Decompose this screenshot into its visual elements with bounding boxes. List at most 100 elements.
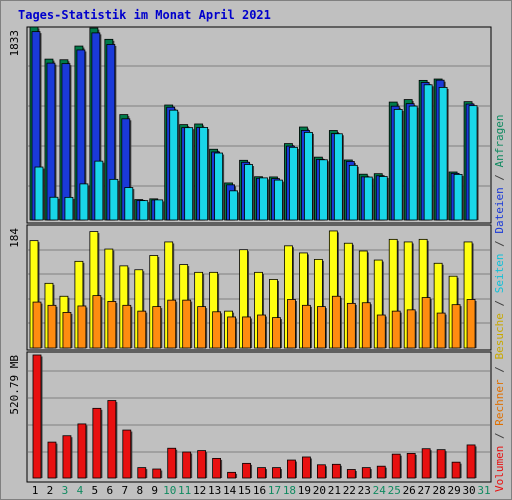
- legend-part: Dateien: [493, 187, 506, 233]
- bar-rechner: [331, 295, 341, 349]
- panel-bottom: 520.79 MB: [8, 351, 492, 483]
- bar-seiten: [169, 109, 179, 221]
- bar-seiten: [79, 183, 89, 221]
- bar-rechner: [92, 295, 102, 349]
- legend-part: Besuche: [493, 313, 506, 359]
- bar-rechner: [316, 306, 326, 349]
- bar-volumen: [346, 469, 356, 479]
- bar-seiten: [184, 127, 194, 221]
- bar-rechner: [242, 316, 251, 349]
- bar-seiten: [363, 176, 373, 221]
- bar-dateien: [61, 63, 71, 221]
- day-label: 5: [92, 484, 99, 497]
- day-label: 20: [313, 484, 326, 497]
- bar-seiten: [393, 109, 403, 221]
- bar-seiten: [49, 196, 59, 221]
- chart-title: Tages-Statistik im Monat April 2021: [18, 8, 271, 22]
- day-label: 29: [447, 484, 460, 497]
- day-label: 6: [107, 484, 114, 497]
- day-label: 27: [418, 484, 431, 497]
- day-label: 21: [328, 484, 341, 497]
- bar-volumen: [107, 400, 117, 479]
- bar-dateien: [46, 62, 56, 221]
- day-label: 26: [403, 484, 416, 497]
- y-axis-label: 184: [8, 228, 21, 248]
- day-label: 28: [433, 484, 446, 497]
- bar-rechner: [376, 314, 386, 349]
- bar-rechner: [197, 306, 207, 349]
- day-label: 23: [358, 484, 371, 497]
- y-axis-label: 520.79 MB: [8, 355, 21, 415]
- bar-seiten: [318, 159, 328, 221]
- bar-volumen: [227, 471, 236, 479]
- day-label: 4: [77, 484, 84, 497]
- bar-rechner: [227, 316, 236, 349]
- bar-seiten: [408, 105, 418, 221]
- bar-rechner: [107, 301, 117, 349]
- bar-volumen: [92, 407, 102, 479]
- bar-rechner: [361, 302, 371, 349]
- bar-rechner: [466, 299, 476, 349]
- bar-seiten: [259, 177, 268, 221]
- bar-rechner: [272, 317, 281, 349]
- bar-volumen: [77, 423, 87, 479]
- day-label: 18: [283, 484, 296, 497]
- bar-volumen: [331, 463, 341, 479]
- bar-volumen: [242, 462, 251, 479]
- bar-volumen: [32, 354, 42, 479]
- legend-part: Anfragen: [493, 114, 506, 167]
- day-label: 19: [298, 484, 311, 497]
- day-label: 31: [477, 484, 490, 497]
- bar-rechner: [47, 304, 57, 349]
- day-label: 24: [373, 484, 387, 497]
- bar-seiten: [453, 174, 463, 221]
- bar-volumen: [272, 467, 281, 479]
- day-label: 1: [32, 484, 39, 497]
- legend-part: Seiten: [493, 254, 506, 294]
- legend-part: Volumen: [493, 446, 506, 492]
- bar-seiten: [438, 87, 448, 221]
- day-label: 22: [343, 484, 356, 497]
- bar-volumen: [421, 448, 431, 479]
- bar-volumen: [152, 468, 162, 479]
- bar-seiten: [468, 105, 478, 221]
- bar-seiten: [139, 200, 149, 221]
- series-legend: Volumen / Rechner / Besuche / Seiten / D…: [493, 114, 506, 492]
- bar-seiten: [154, 199, 164, 221]
- day-label: 25: [388, 484, 401, 497]
- day-label: 15: [238, 484, 251, 497]
- bar-volumen: [316, 464, 326, 479]
- bar-volumen: [406, 453, 416, 479]
- bar-seiten: [244, 164, 253, 221]
- day-label: 12: [193, 484, 206, 497]
- bar-seiten: [304, 131, 313, 221]
- bar-volumen: [376, 465, 386, 479]
- bar-seiten: [289, 146, 298, 221]
- day-label: 16: [253, 484, 266, 497]
- bar-seiten: [109, 178, 119, 221]
- panel-top: 1833: [8, 26, 492, 224]
- bar-rechner: [167, 299, 177, 349]
- bar-rechner: [257, 314, 266, 349]
- bar-volumen: [122, 429, 132, 479]
- bar-rechner: [77, 305, 87, 349]
- bar-volumen: [391, 453, 401, 479]
- legend-part: /: [493, 167, 506, 187]
- legend-part: /: [493, 360, 506, 380]
- bar-rechner: [302, 304, 311, 349]
- bar-volumen: [197, 450, 207, 479]
- bar-rechner: [346, 302, 356, 349]
- bar-rechner: [137, 310, 147, 349]
- bar-rechner: [391, 310, 401, 349]
- legend-part: Rechner: [493, 379, 506, 426]
- day-label: 2: [47, 484, 54, 497]
- day-label: 9: [151, 484, 158, 497]
- bar-volumen: [257, 467, 266, 479]
- bar-rechner: [62, 312, 72, 349]
- bar-rechner: [122, 304, 132, 349]
- day-label: 13: [208, 484, 221, 497]
- bar-volumen: [451, 461, 461, 479]
- day-label: 11: [178, 484, 191, 497]
